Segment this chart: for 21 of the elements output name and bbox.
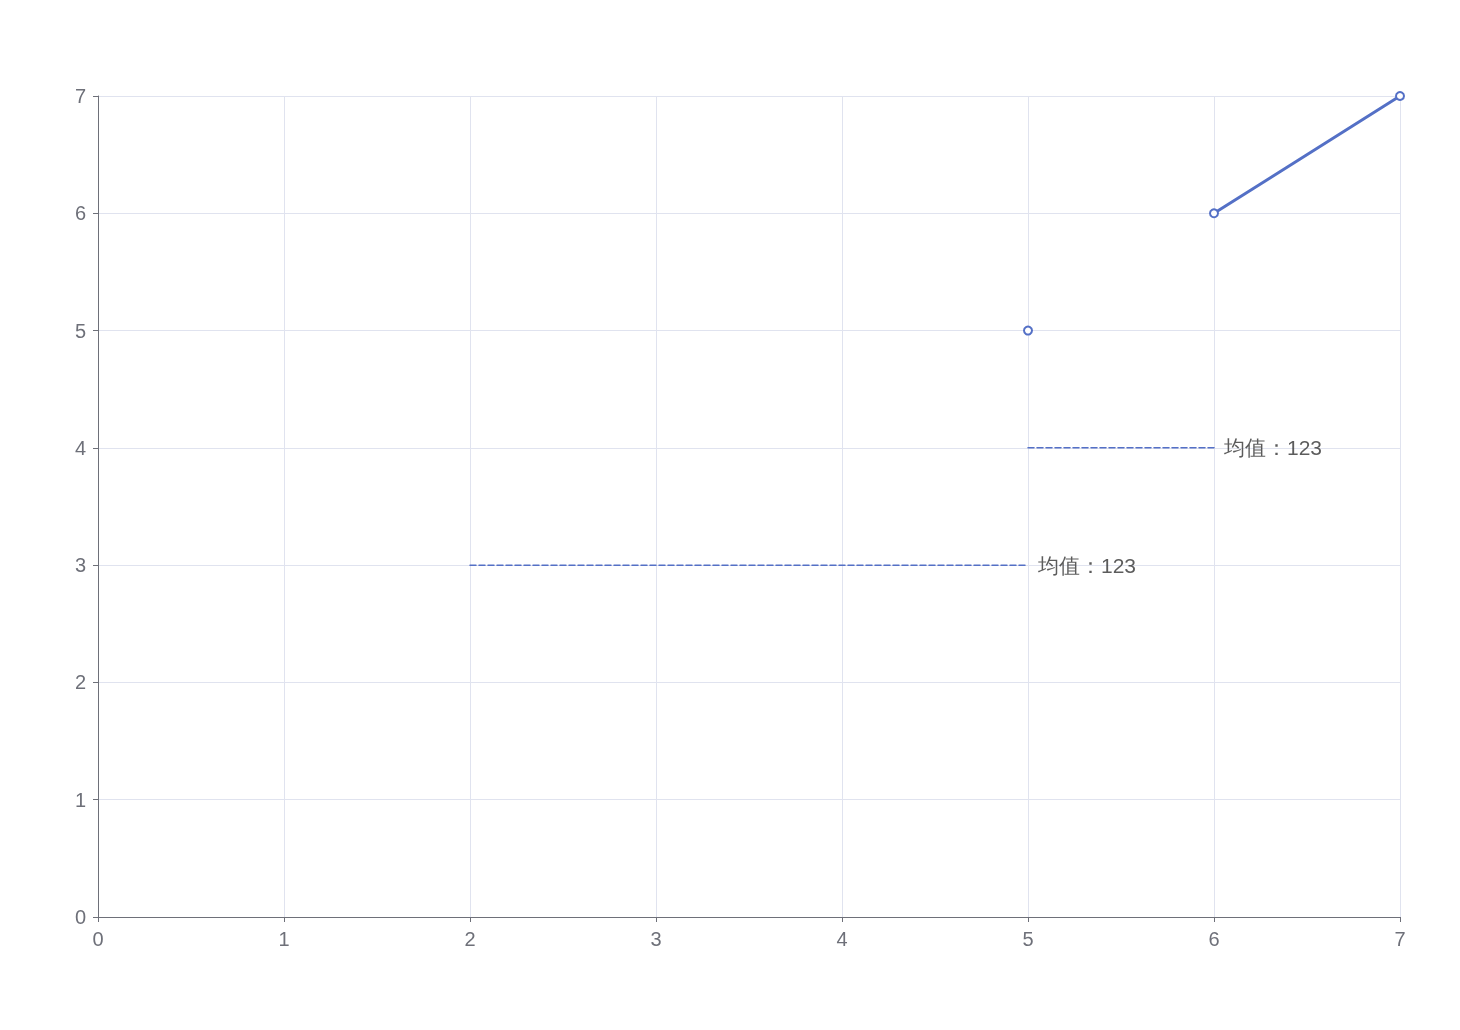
x-tick-label: 5 xyxy=(1022,928,1034,950)
point xyxy=(1209,208,1219,219)
x-tick-label: 7 xyxy=(1394,928,1406,950)
x-tick-label: 1 xyxy=(278,928,290,950)
x-tick-label: 6 xyxy=(1208,928,1220,950)
point xyxy=(1023,325,1033,336)
annotation: 均值：123 xyxy=(1223,436,1323,460)
y-tick-label: 6 xyxy=(74,202,86,225)
y-tick-label: 4 xyxy=(74,436,86,459)
y-tick-label: 5 xyxy=(74,319,86,342)
annotation: 均值：123 xyxy=(1037,553,1137,577)
x-tick-label: 4 xyxy=(836,928,848,950)
x-tick-label: 3 xyxy=(650,928,662,950)
y-tick-label: 7 xyxy=(74,85,86,107)
x-tick-label: 2 xyxy=(464,928,476,950)
y-tick-label: 0 xyxy=(74,906,86,928)
y-tick-label: 3 xyxy=(74,554,86,577)
y-tick-label: 1 xyxy=(74,788,86,811)
point xyxy=(1395,91,1405,101)
y-tick-label: 2 xyxy=(74,671,86,694)
x-tick-label: 0 xyxy=(92,928,104,950)
